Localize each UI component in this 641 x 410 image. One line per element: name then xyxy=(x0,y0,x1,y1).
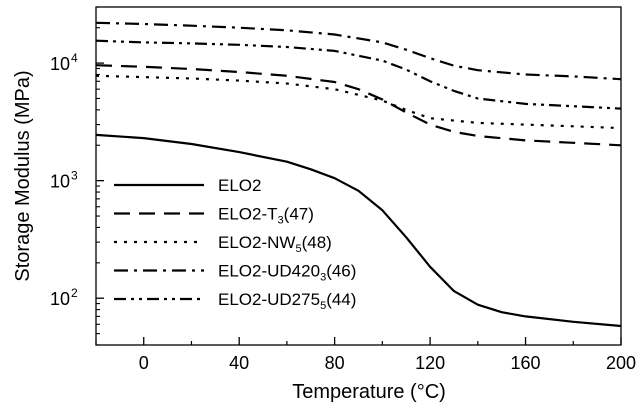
series-layer xyxy=(96,23,621,326)
legend: ELO2 ELO2-T3(47) ELO2-NW5(48) ELO2-UD4203(4… xyxy=(114,176,356,312)
plot-frame xyxy=(96,7,621,345)
x-axis-label: Temperature (°C) xyxy=(292,381,446,403)
y-tick-label: 10 xyxy=(50,289,70,309)
legend-label-4: ELO2-UD4203(46) xyxy=(218,262,356,284)
series-line-3 xyxy=(96,76,621,128)
x-tick-label: 40 xyxy=(229,353,249,373)
series-line-5 xyxy=(96,41,621,109)
y-tick-label: 10 xyxy=(50,54,70,74)
y-tick-label: 10 xyxy=(50,172,70,192)
x-tick-label: 120 xyxy=(415,353,445,373)
legend-label-1: ELO2 xyxy=(218,176,261,195)
y-tick-exponent: 3 xyxy=(71,169,78,183)
legend-label-2: ELO2-T3(47) xyxy=(218,205,314,227)
series-line-4 xyxy=(96,23,621,79)
y-tick-exponent: 2 xyxy=(71,286,78,300)
x-tick-label: 160 xyxy=(511,353,541,373)
y-axis-label: Storage Modulus (MPa) xyxy=(12,70,34,281)
series-line-1 xyxy=(96,135,621,326)
legend-label-3: ELO2-NW5(48) xyxy=(218,233,332,255)
legend-label-5: ELO2-UD2755(44) xyxy=(218,290,356,312)
x-tick-label: 0 xyxy=(139,353,149,373)
x-tick-label: 200 xyxy=(606,353,636,373)
x-tick-label: 80 xyxy=(325,353,345,373)
y-tick-exponent: 4 xyxy=(71,51,78,65)
